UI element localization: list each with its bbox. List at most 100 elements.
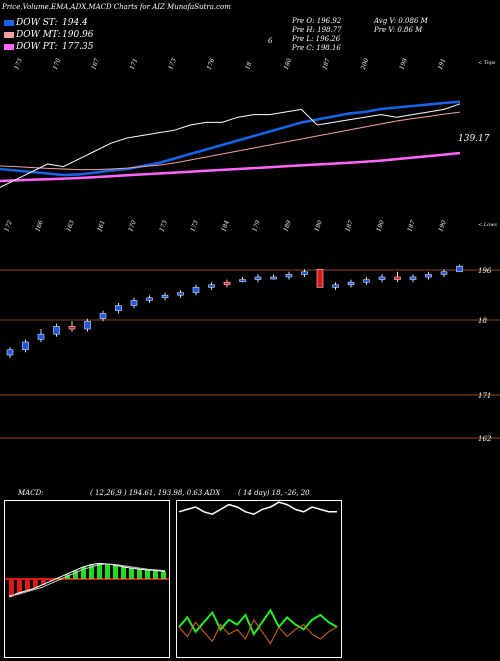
top-tick-label: 187: [321, 57, 332, 70]
lows-label: < Lows: [478, 222, 497, 228]
candle-body: [409, 276, 417, 280]
ohlc-high: Pre H: 198.77: [292, 26, 342, 34]
top-tick-label: 176: [206, 57, 217, 70]
candle-body: [254, 276, 262, 280]
macd-histogram-bar: [153, 570, 158, 579]
bottom-tick-label: 190: [313, 219, 324, 232]
legend-value-mt: 190.96: [62, 30, 94, 40]
macd-histogram-bar: [9, 579, 14, 597]
legend-swatch-pt: [4, 44, 14, 50]
legend-label-pt: DOW PT:: [16, 42, 58, 52]
price-axis-label: 162: [478, 435, 492, 443]
ohlc-close: Pre C: 198.16: [292, 44, 341, 52]
candlestick-chart: [6, 264, 463, 358]
volume-avg: Avg V: 0.086 M: [374, 17, 428, 25]
candle-body: [177, 292, 184, 296]
bottom-tick-label: 166: [34, 219, 45, 232]
candle-body: [208, 284, 215, 288]
top-tick-label: 167: [90, 57, 101, 70]
adx-panel: [176, 500, 342, 658]
top-tick-label: 180: [283, 57, 294, 70]
macd-histogram-bar: [33, 579, 38, 589]
price-axis-label: 18: [478, 317, 487, 325]
bottom-tick-label: 173: [189, 219, 200, 232]
candle-body: [363, 279, 370, 283]
candle-body: [301, 271, 308, 275]
candle-body: [115, 305, 122, 312]
top-tick-label: 170: [52, 57, 63, 70]
ema-price-line: [0, 103, 461, 188]
legend-swatch-mt: [4, 32, 14, 38]
macd-histogram-bar: [129, 568, 134, 579]
candle-body: [347, 281, 355, 286]
macd-histogram-bar: [161, 571, 166, 579]
candle-body: [425, 274, 432, 278]
top-tick-label: 171: [129, 58, 139, 71]
macd-svg: [5, 562, 169, 598]
bottom-tick-label: 187: [344, 219, 355, 232]
legend-label-st: DOW ST:: [16, 18, 58, 28]
top-tick-label: 173: [167, 57, 178, 70]
price-axis-label: 171: [478, 392, 491, 400]
macd-histogram-bar: [121, 567, 126, 579]
ema-line-dow-st: [0, 100, 461, 177]
legend-swatch-st: [4, 20, 14, 26]
price-axis-labels: 196 18 171 162: [478, 267, 492, 443]
candle-body: [440, 271, 448, 275]
bottom-tick-label: 173: [158, 219, 169, 232]
ema-line-dow-pt: [0, 151, 461, 183]
candle-body: [53, 326, 60, 335]
legend-value-st: 194.4: [62, 18, 88, 28]
top-tick-labels: 173 170 167 171 173 176 18 180 187 200 198 191: [13, 57, 447, 71]
candle-body: [316, 268, 324, 288]
macd-histogram-bar: [41, 579, 46, 585]
macd-signal-line: [8, 563, 166, 597]
candle-body: [146, 297, 153, 301]
ema-line-dow-mt: [0, 111, 461, 171]
candle-body: [130, 300, 138, 306]
macd-histogram-bar: [73, 570, 78, 579]
candle-body: [68, 326, 76, 330]
macd-histogram-bar: [89, 564, 94, 579]
candle-body: [332, 284, 339, 288]
candle-body: [22, 341, 29, 351]
price-axis-label: 196: [478, 267, 492, 275]
adx-line: [178, 501, 337, 516]
adx-svg: [178, 501, 338, 645]
legend-item-st: DOW ST: 194.4: [4, 18, 94, 30]
adx-params: ( 14 day) 18, -26, 20: [238, 489, 310, 497]
macd-histogram-bar: [97, 563, 102, 579]
legend-item-mt: DOW MT: 190.96: [4, 30, 94, 42]
macd-histogram-bar: [105, 564, 110, 579]
page-title: Price,Volume,EMA,ADX,MACD Charts for AIZ…: [2, 3, 231, 11]
top-tick-label: 18: [244, 61, 253, 71]
candle-body: [84, 320, 91, 330]
candle-body: [285, 274, 293, 278]
candle-body: [378, 276, 386, 280]
candle-body: [161, 294, 169, 299]
legend-item-pt: DOW PT: 177.35: [4, 42, 94, 54]
bottom-tick-label: 190: [375, 219, 386, 232]
macd-histogram-bar: [17, 579, 22, 594]
macd-histogram-bar: [25, 579, 30, 591]
ohlc-low: Pre L: 196.26: [292, 35, 341, 43]
macd-title: MACD:: [18, 489, 44, 497]
ohlc-open: Pre O: 196.92: [292, 17, 342, 25]
stray-label: 6: [268, 37, 273, 45]
candle-body: [394, 276, 401, 280]
macd-histogram-bar: [49, 579, 54, 582]
top-tick-label: 191: [437, 58, 447, 71]
bottom-tick-label: 190: [437, 219, 448, 232]
macd-histogram-bar: [145, 570, 150, 579]
macd-histogram-bar: [81, 567, 86, 579]
top-tick-label: 173: [13, 57, 24, 70]
macd-panel: [4, 500, 170, 658]
macd-params: ( 12,26,9 ) 194.61, 193.98, 0.63 ADX: [90, 489, 221, 497]
ema-price-label: 139.17: [458, 134, 490, 144]
bottom-tick-labels: 172 166 163 161 170 173 173 184 179 189 190 187 190 1…: [3, 219, 448, 232]
bottom-tick-label: 170: [127, 219, 138, 232]
bottom-tick-label: 163: [65, 219, 76, 232]
macd-line: [8, 562, 166, 598]
macd-histogram-bar: [57, 577, 62, 579]
